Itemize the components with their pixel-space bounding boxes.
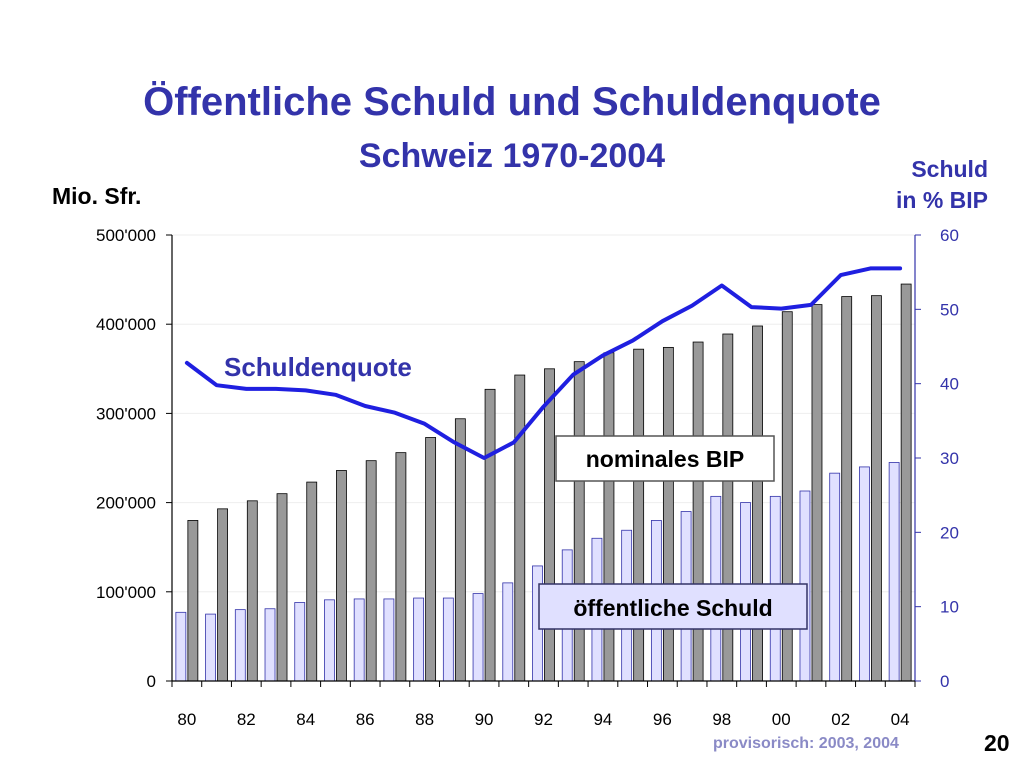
- right-axis-label-line2: in % BIP: [895, 187, 988, 213]
- right-tick-label: 30: [940, 449, 959, 468]
- left-tick-label: 0: [147, 672, 156, 691]
- schuld-bar: [175, 611, 187, 682]
- bip-bar: [217, 508, 228, 682]
- bip-legend-text: nominales BIP: [586, 446, 744, 472]
- schuld-bar: [234, 609, 246, 682]
- left-tick-label: 200'000: [96, 494, 156, 513]
- x-tick-label: 00: [772, 710, 791, 729]
- right-tick-label: 40: [940, 375, 959, 394]
- x-tick-label: 88: [415, 710, 434, 729]
- schuld-bar: [413, 597, 425, 682]
- right-axis-label-line1: Schuld: [911, 156, 988, 182]
- left-tick-label: 100'000: [96, 583, 156, 602]
- x-tick-label: 96: [653, 710, 672, 729]
- schuld-bar: [324, 599, 335, 682]
- bip-bar: [573, 361, 585, 682]
- schuld-bar: [502, 582, 514, 682]
- bip-legend-box: [555, 435, 775, 482]
- bip-bar: [633, 348, 645, 682]
- x-tick-label: 80: [177, 710, 196, 729]
- axes: [166, 234, 921, 687]
- chart-subtitle: Schweiz 1970-2004: [358, 137, 666, 175]
- schuld-bar: [383, 598, 395, 682]
- schuld-bar: [353, 598, 365, 682]
- bip-bar: [811, 304, 823, 682]
- schuldenquote-label: Schuldenquote: [224, 352, 412, 382]
- schuld-bar: [264, 608, 276, 682]
- schuld-bar: [442, 597, 454, 682]
- schuld-bar: [888, 462, 900, 682]
- tick-labels: 0 100'000 200'000 300'000 400'000 500'000 0 10 2…: [96, 226, 959, 729]
- bip-bar: [187, 520, 199, 682]
- bip-bar: [514, 374, 526, 682]
- x-tick-label: 02: [831, 710, 850, 729]
- bip-bar: [246, 500, 258, 682]
- left-tick-label: 500'000: [96, 226, 156, 245]
- bip-bar: [454, 418, 466, 682]
- x-tick-label: 90: [475, 710, 494, 729]
- annotations: Schuldenquote nominales BIP öffentliche …: [224, 352, 808, 630]
- schuld-bar: [859, 466, 870, 682]
- bip-bar: [484, 388, 496, 682]
- right-tick-label: 50: [940, 300, 959, 319]
- left-tick-label: 300'000: [96, 404, 156, 423]
- x-tick-label: 04: [891, 710, 910, 729]
- footnote: provisorisch: 2003, 2004: [713, 735, 899, 752]
- x-tick-label: 84: [296, 710, 315, 729]
- x-tick-label: 92: [534, 710, 553, 729]
- bip-bar: [662, 346, 674, 682]
- right-tick-label: 20: [940, 523, 959, 542]
- bip-bar: [336, 470, 347, 682]
- bip-bar: [306, 481, 318, 682]
- schuld-bar: [829, 472, 841, 682]
- schuld-legend-box: [538, 583, 808, 630]
- x-tick-label: 82: [237, 710, 256, 729]
- schuld-bar: [472, 593, 484, 682]
- page-number: 20: [984, 730, 1010, 756]
- bip-bar: [395, 452, 407, 682]
- x-tick-label: 94: [593, 710, 612, 729]
- bip-bar: [603, 352, 615, 682]
- right-tick-label: 0: [940, 672, 949, 691]
- line-series: [184, 266, 903, 460]
- right-tick-label: 10: [940, 598, 959, 617]
- chart-title: Öffentliche Schuld und Schuldenquote: [143, 80, 881, 124]
- bip-bar: [871, 295, 882, 682]
- x-tick-label: 98: [712, 710, 731, 729]
- right-tick-label: 60: [940, 226, 959, 245]
- bip-bar: [544, 368, 555, 682]
- schuld-bar: [294, 602, 306, 682]
- schuldenquote-line: [184, 266, 903, 460]
- schuld-legend-text: öffentliche Schuld: [573, 595, 772, 621]
- bip-bar: [365, 460, 377, 682]
- x-tick-label: 86: [356, 710, 375, 729]
- bip-bar: [900, 283, 912, 682]
- bip-bar: [692, 341, 704, 682]
- bip-bar: [276, 493, 288, 682]
- right-axis-label: Schuld in % BIP: [828, 154, 988, 216]
- bip-bar: [425, 437, 437, 682]
- left-tick-label: 400'000: [96, 315, 156, 334]
- left-axis-label: Mio. Sfr.: [52, 183, 142, 209]
- schuld-bar: [205, 613, 216, 682]
- bip-bar: [841, 296, 853, 682]
